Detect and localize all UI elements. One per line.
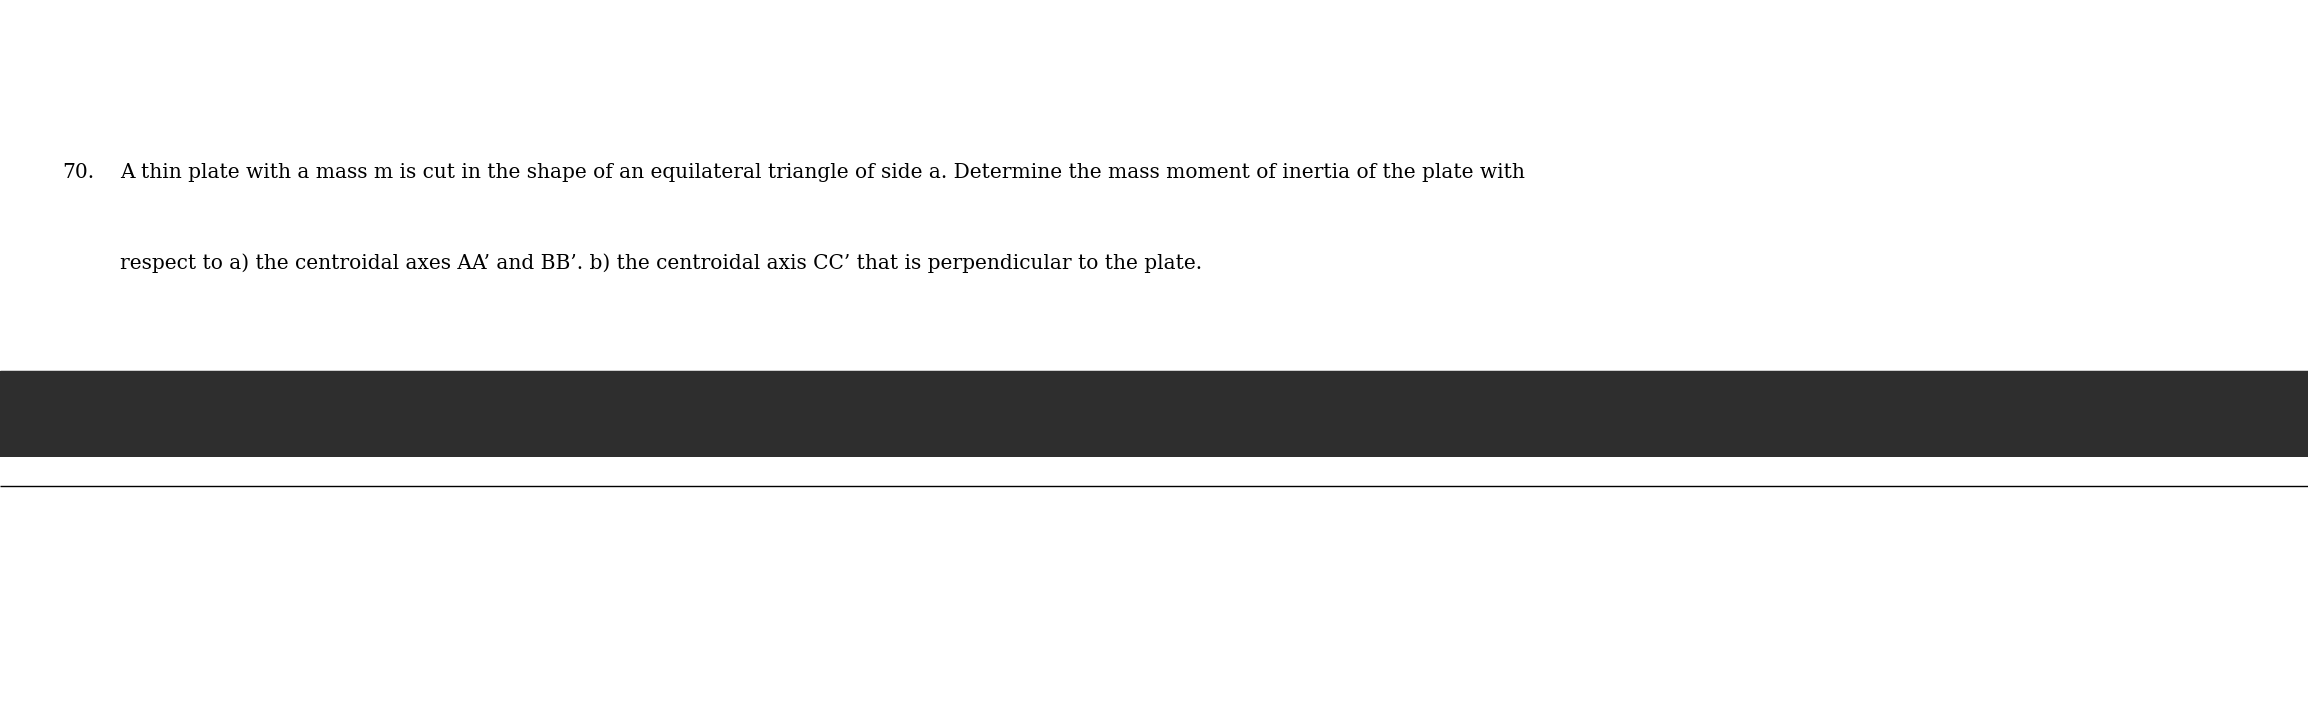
Bar [0,371,2308,457]
Text: 70.: 70. [62,163,95,182]
Text: respect to a) the centroidal axes AA’ and BB’. b) the centroidal axis CC’ that i: respect to a) the centroidal axes AA’ an… [120,253,1202,273]
Text: A thin plate with a mass m is cut in the shape of an equilateral triangle of sid: A thin plate with a mass m is cut in the… [120,163,1526,182]
